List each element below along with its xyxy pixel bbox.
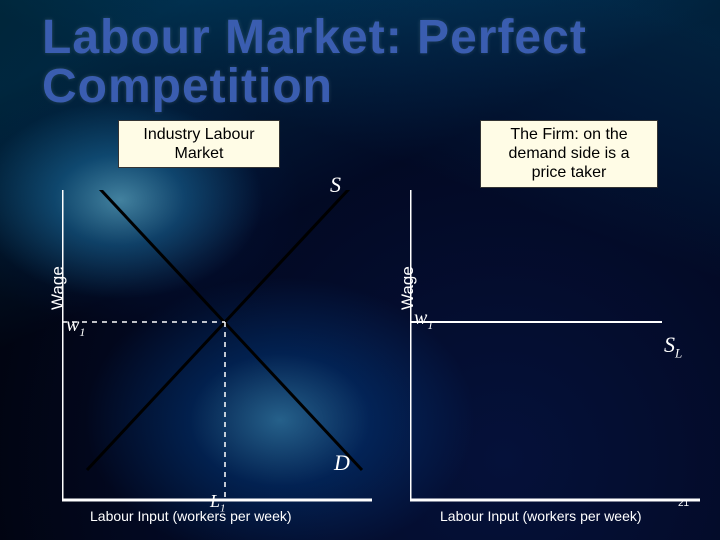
w2-text: w xyxy=(414,307,427,329)
left-supply-label: S xyxy=(330,172,341,198)
left-y-axis-label: Wage xyxy=(48,266,68,310)
w-text: w xyxy=(66,314,79,336)
w2-sub: 1 xyxy=(427,318,433,332)
SL-sub: L xyxy=(675,345,682,360)
slide-number: 21 xyxy=(678,498,689,509)
right-wage-label: w1 xyxy=(414,307,433,333)
right-panel-label: The Firm: on the demand side is a price … xyxy=(480,120,658,188)
left-panel-label: Industry Labour Market xyxy=(118,120,280,168)
left-demand-label: D xyxy=(334,450,350,476)
left-wage-label: w1 xyxy=(66,314,85,340)
right-supply-label: SL xyxy=(664,332,682,361)
slide-title: Labour Market: Perfect Competition xyxy=(42,14,682,112)
right-y-axis-label: Wage xyxy=(398,266,418,310)
right-x-axis-label: Labour Input (workers per week) xyxy=(440,508,642,524)
w-sub: 1 xyxy=(79,325,85,339)
SL-text: S xyxy=(664,332,675,357)
left-x-axis-label: Labour Input (workers per week) xyxy=(90,508,292,524)
